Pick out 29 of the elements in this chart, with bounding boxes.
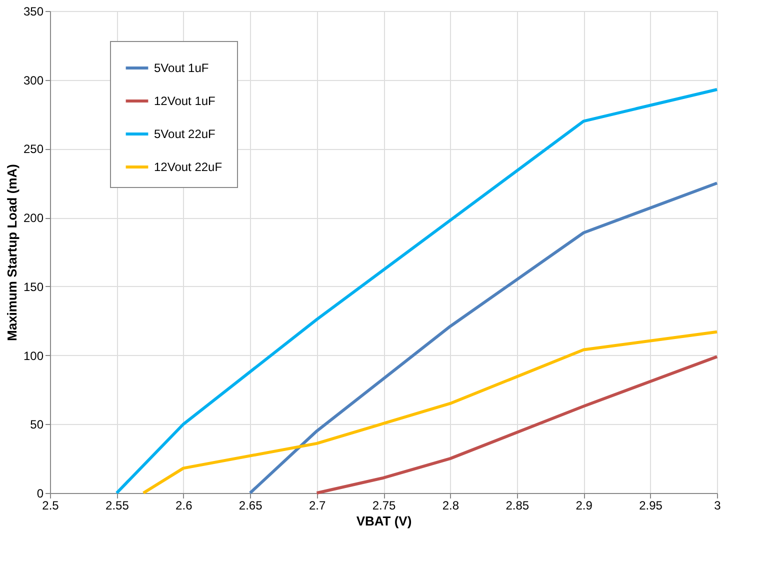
x-tick-label: 2.95 bbox=[639, 498, 663, 512]
x-axis-title: VBAT (V) bbox=[356, 514, 412, 528]
x-tick-label: 2.7 bbox=[308, 498, 326, 512]
y-tick-label: 200 bbox=[23, 211, 44, 226]
y-tick-label: 50 bbox=[30, 418, 44, 432]
x-tick-label: 3 bbox=[714, 498, 722, 512]
line-series bbox=[142, 330, 718, 494]
x-tick-label: 2.55 bbox=[106, 498, 130, 512]
x-tick-label: 2.5 bbox=[42, 498, 60, 512]
x-tick-label: 2.75 bbox=[372, 498, 396, 512]
y-tick-label: 150 bbox=[23, 280, 44, 294]
y-tick-label: 350 bbox=[23, 4, 44, 18]
x-tick-label: 2.9 bbox=[576, 498, 593, 512]
x-tick-label: 2.6 bbox=[176, 498, 193, 512]
y-tick-label: 0 bbox=[36, 486, 44, 500]
legend-label: 5Vout 22uF bbox=[154, 127, 216, 141]
x-tick-label: 2.8 bbox=[442, 498, 460, 512]
legend-label: 12Vout 1uF bbox=[154, 94, 216, 108]
legend-label: 5Vout 1uF bbox=[154, 61, 209, 75]
line-series bbox=[248, 182, 718, 494]
y-tick-label: 100 bbox=[23, 348, 44, 363]
legend-label: 12Vout 22uF bbox=[154, 160, 222, 174]
line-series bbox=[315, 355, 718, 494]
x-tick-label: 2.65 bbox=[238, 498, 263, 512]
x-tick-label: 2.85 bbox=[506, 498, 530, 512]
line-series bbox=[115, 88, 718, 494]
y-tick-label: 300 bbox=[23, 73, 44, 88]
y-tick-label: 250 bbox=[23, 142, 44, 156]
y-axis-title: Maximum Startup Load (mA) bbox=[4, 164, 20, 341]
